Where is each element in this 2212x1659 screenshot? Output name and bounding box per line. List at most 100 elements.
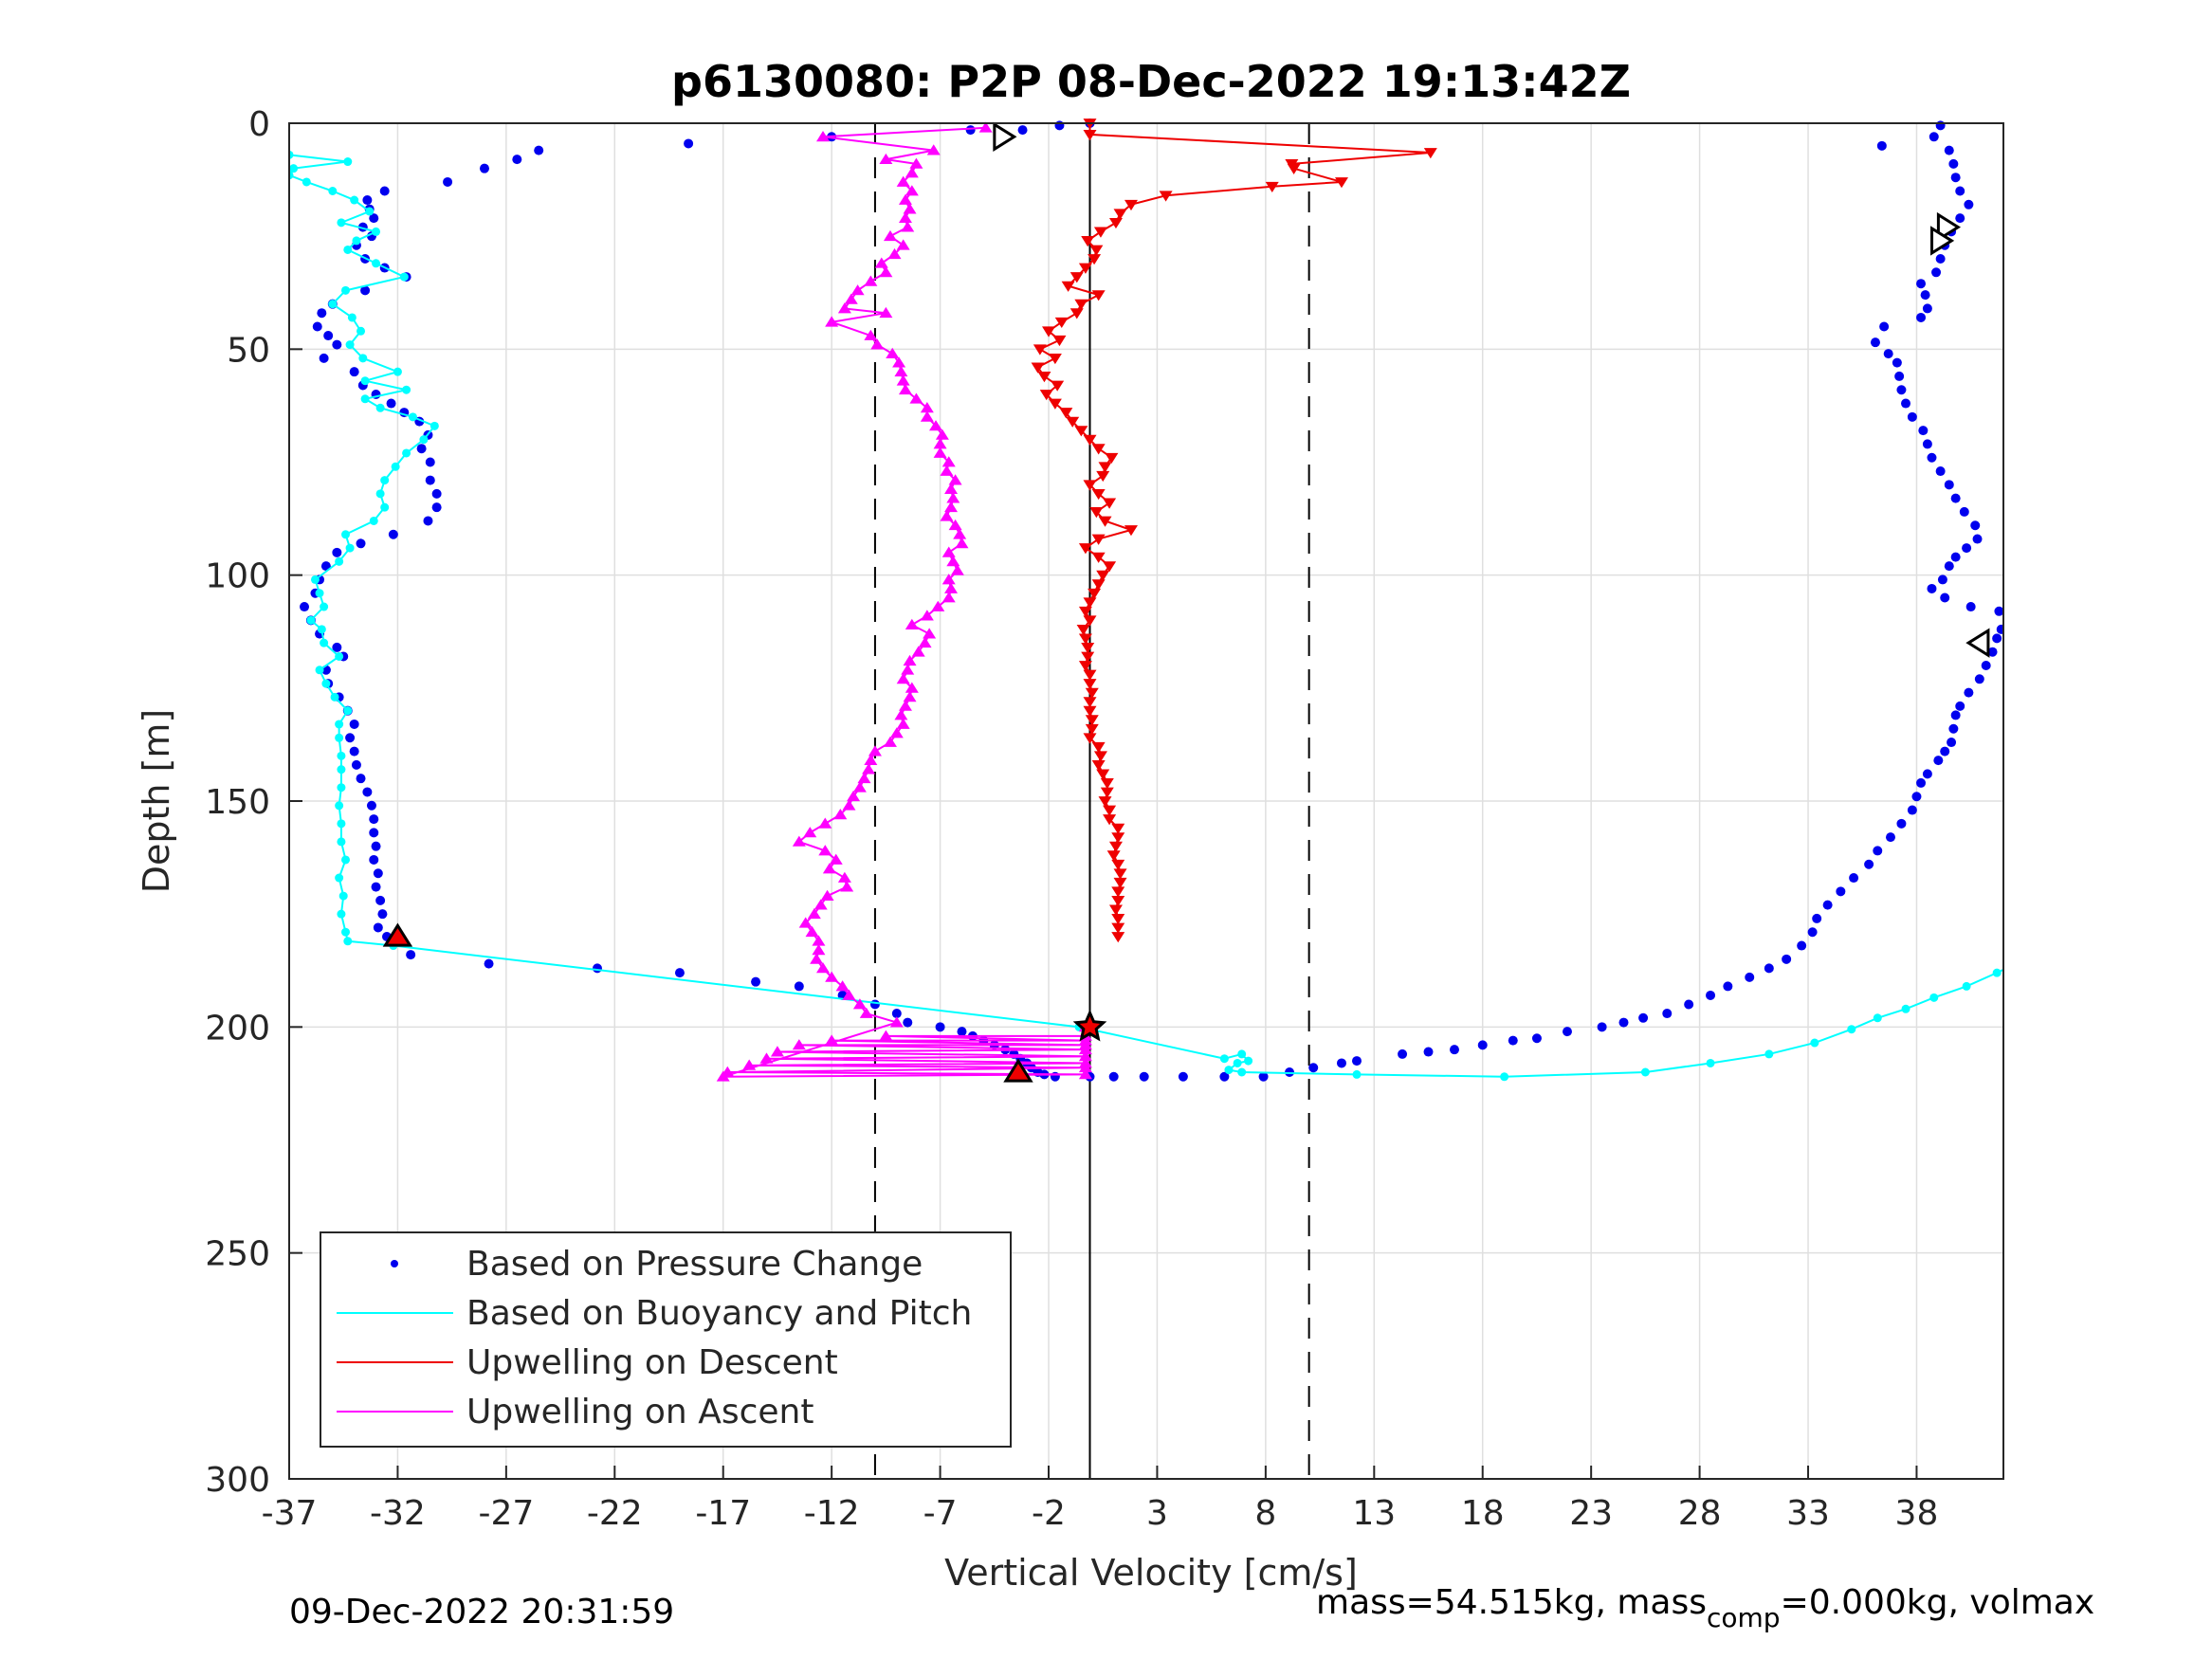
data-point bbox=[905, 185, 919, 196]
data-point bbox=[850, 284, 865, 296]
data-point bbox=[369, 814, 379, 825]
data-point bbox=[1078, 543, 1092, 555]
data-point bbox=[1935, 466, 1946, 477]
data-point bbox=[1944, 480, 1954, 490]
data-point bbox=[402, 448, 411, 458]
data-point bbox=[1879, 321, 1890, 332]
data-point bbox=[349, 719, 359, 729]
data-point bbox=[1940, 592, 1950, 603]
data-point bbox=[844, 293, 858, 304]
data-point bbox=[868, 745, 882, 757]
data-point bbox=[815, 131, 830, 142]
data-point bbox=[1033, 344, 1047, 356]
data-point bbox=[335, 873, 344, 883]
data-point bbox=[950, 564, 964, 575]
data-point bbox=[1944, 145, 1954, 155]
data-point bbox=[408, 412, 417, 422]
data-point bbox=[380, 476, 390, 485]
data-point bbox=[1597, 1022, 1607, 1032]
data-point bbox=[903, 1017, 913, 1028]
data-point bbox=[840, 881, 854, 892]
data-point bbox=[1948, 158, 1959, 169]
data-point bbox=[920, 610, 934, 621]
data-point bbox=[416, 444, 427, 454]
event-marker bbox=[1072, 1009, 1107, 1042]
data-point bbox=[323, 331, 334, 341]
data-point bbox=[1847, 1025, 1856, 1034]
data-point bbox=[289, 171, 294, 180]
data-point bbox=[1287, 163, 1301, 174]
data-point bbox=[337, 837, 346, 847]
data-point bbox=[349, 746, 359, 757]
data-point bbox=[1782, 954, 1792, 964]
data-point bbox=[1113, 877, 1127, 889]
data-point bbox=[1078, 1050, 1092, 1062]
data-point bbox=[857, 772, 871, 784]
data-point bbox=[1896, 385, 1907, 395]
data-point bbox=[879, 266, 893, 278]
data-point bbox=[1178, 1071, 1188, 1082]
data-point bbox=[1836, 886, 1846, 897]
data-point bbox=[1074, 299, 1088, 310]
data-point bbox=[829, 853, 843, 865]
legend-swatch-pressure bbox=[391, 1260, 398, 1267]
data-point bbox=[1111, 823, 1125, 834]
data-point bbox=[380, 502, 390, 512]
data-point bbox=[443, 176, 453, 187]
data-point bbox=[953, 528, 967, 539]
data-point bbox=[814, 899, 828, 910]
data-point bbox=[935, 1022, 945, 1032]
data-point bbox=[1098, 516, 1112, 527]
data-point bbox=[1901, 1004, 1910, 1013]
data-point bbox=[1078, 661, 1092, 672]
data-point bbox=[1950, 493, 1961, 503]
data-point bbox=[479, 163, 489, 173]
data-point bbox=[837, 302, 851, 314]
data-point bbox=[1907, 805, 1917, 815]
data-point bbox=[1111, 895, 1125, 907]
data-point bbox=[343, 157, 353, 167]
data-point bbox=[896, 673, 910, 684]
data-point bbox=[2002, 613, 2003, 618]
data-point bbox=[1069, 272, 1084, 283]
data-point bbox=[929, 420, 943, 431]
series-line bbox=[722, 126, 1087, 1078]
data-point bbox=[1091, 552, 1106, 563]
data-point bbox=[320, 638, 329, 647]
y-tick-label: 250 bbox=[205, 1235, 270, 1274]
data-point bbox=[864, 754, 878, 765]
data-point bbox=[328, 187, 338, 195]
data-point bbox=[941, 574, 956, 585]
data-point bbox=[1962, 543, 1972, 554]
data-point bbox=[901, 221, 915, 232]
data-point bbox=[423, 516, 433, 526]
data-point bbox=[349, 367, 359, 377]
data-point bbox=[905, 618, 919, 629]
data-point bbox=[2020, 955, 2029, 963]
data-point bbox=[1955, 701, 1965, 711]
data-point bbox=[1531, 1033, 1542, 1044]
data-point bbox=[1970, 520, 1981, 531]
data-point bbox=[946, 556, 960, 567]
data-point bbox=[1098, 796, 1112, 808]
data-point bbox=[347, 313, 356, 322]
data-point bbox=[1947, 738, 1957, 748]
data-point bbox=[933, 438, 947, 449]
data-point bbox=[812, 944, 826, 956]
data-point bbox=[1797, 940, 1807, 951]
data-point bbox=[812, 935, 826, 946]
data-point bbox=[371, 841, 381, 851]
x-tick-label: 3 bbox=[1146, 1494, 1168, 1533]
data-point bbox=[1089, 245, 1104, 256]
data-point bbox=[825, 316, 839, 327]
data-point bbox=[909, 392, 923, 404]
data-point bbox=[940, 465, 954, 476]
data-point bbox=[1964, 687, 1974, 698]
data-point bbox=[1100, 787, 1114, 798]
data-point bbox=[335, 801, 344, 811]
x-tick-label: -32 bbox=[370, 1494, 426, 1533]
data-point bbox=[815, 962, 830, 974]
x-axis-label: Vertical Velocity [cm/s] bbox=[944, 1552, 1358, 1594]
y-axis-label: Depth [m] bbox=[136, 709, 177, 894]
data-point bbox=[1096, 470, 1110, 483]
